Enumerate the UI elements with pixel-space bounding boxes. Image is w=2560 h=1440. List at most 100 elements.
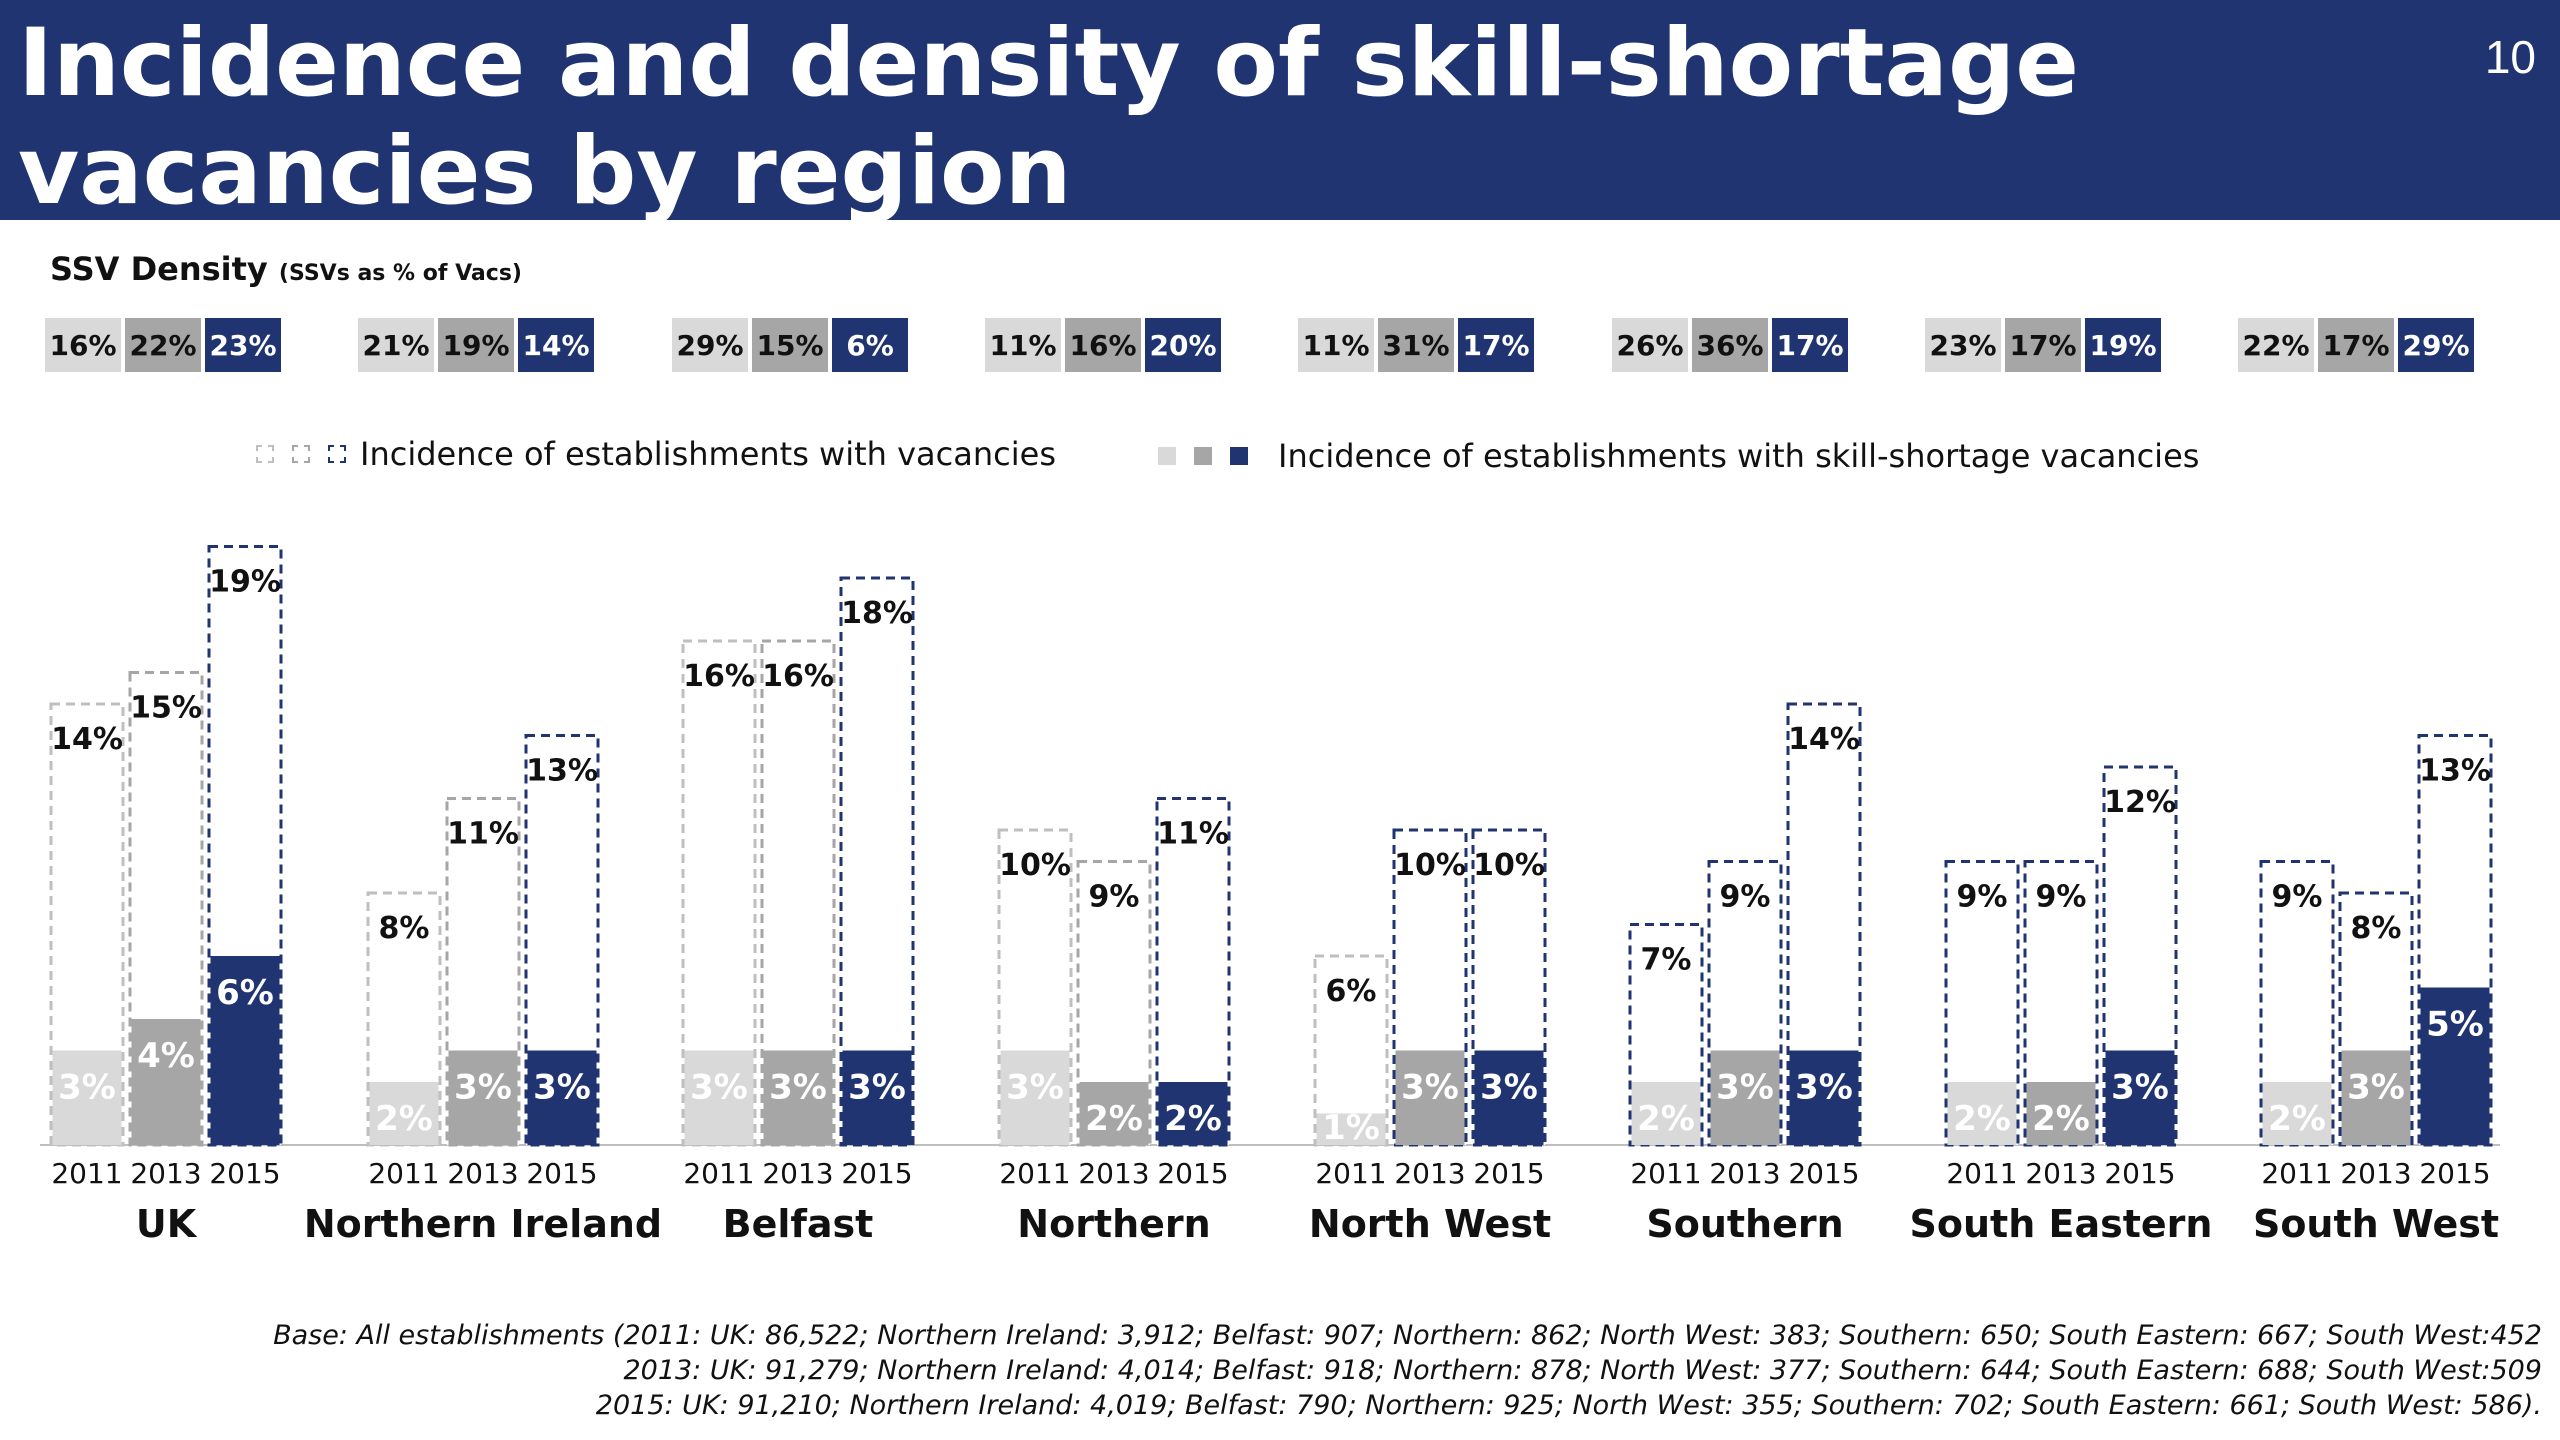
density-box-7-2013: 17% [2005,318,2081,372]
vacancy-label: 8% [379,911,430,946]
ssv-bar-belfast-2013 [763,1050,833,1145]
density-box-1-2011: 16% [45,318,121,372]
ssv-bar-northern-2013 [1079,1082,1149,1145]
ssv-bar-southern-2011 [1631,1082,1701,1145]
year-tick-label: 2011 [683,1157,754,1190]
legend-ssv: Incidence of establishments with skill-s… [1158,434,2199,478]
ssv-label: 3% [1716,1068,1774,1108]
ssv-bar-southern-2015 [1789,1050,1859,1145]
ssv-bar-northern-2011 [1000,1050,1070,1145]
year-tick-label: 2011 [1630,1157,1701,1190]
legend-swatch-2015-outline [328,445,346,463]
category-label: South West [2253,1202,2499,1246]
ssv-label: 2% [1637,1099,1695,1139]
ssv-bar-north-west-2013 [1395,1050,1465,1145]
vacancy-label: 10% [1473,848,1545,883]
ssv-bar-south-eastern-2015 [2105,1050,2175,1145]
bar-chart: 14% 3% 2011 15% 4% 2013 19% 6% 2015 UK 8% 2% 2011 11%… [40,545,2500,1246]
year-tick-label: 2013 [2340,1157,2411,1190]
ssv-label: 2% [1953,1099,2011,1139]
legend-ssv-label: Incidence of establishments with skill-s… [1278,437,2200,475]
ssv-bar-south-eastern-2013 [2026,1082,2096,1145]
ssv-label: 6% [216,973,274,1013]
ssv-label: 2% [1085,1099,1143,1139]
vacancy-label: 16% [683,659,755,694]
density-box-7-2011: 23% [1925,318,2001,372]
vacancy-label: 15% [130,691,202,726]
density-box-4-2011: 11% [985,318,1061,372]
category-label: Northern [1017,1202,1210,1246]
ssv-label: 3% [454,1068,512,1108]
density-box-4-2013: 16% [1065,318,1141,372]
vacancy-label: 14% [51,722,123,757]
density-box-4-2015: 20% [1145,318,1221,372]
year-tick-label: 2015 [2419,1157,2490,1190]
year-tick-label: 2013 [1394,1157,1465,1190]
vacancy-label: 9% [1957,880,2008,915]
year-tick-label: 2013 [130,1157,201,1190]
ssv-label: 2% [1164,1099,1222,1139]
ssv-bar-northern-ireland-2013 [448,1050,518,1145]
year-tick-label: 2015 [2104,1157,2175,1190]
density-box-5-2011: 11% [1298,318,1374,372]
density-box-3-2015: 6% [832,318,908,372]
ssv-label: 3% [2347,1068,2405,1108]
density-box-1-2013: 22% [125,318,201,372]
ssv-label: 3% [769,1068,827,1108]
density-label: SSV Density (SSVs as % of Vacs) [50,250,522,288]
year-tick-label: 2015 [1788,1157,1859,1190]
year-tick-label: 2013 [762,1157,833,1190]
ssv-bar-uk-2013 [131,1019,201,1145]
year-tick-label: 2013 [2025,1157,2096,1190]
category-label: North West [1309,1202,1551,1246]
ssv-label: 3% [690,1068,748,1108]
vacancy-label: 9% [2036,880,2087,915]
year-tick-label: 2013 [1078,1157,1149,1190]
legend-vacancies: Incidence of establishments with vacanci… [256,432,1056,476]
ssv-bar-belfast-2015 [842,1050,912,1145]
ssv-label: 3% [1006,1068,1064,1108]
footnote: Base: All establishments (2011: UK: 86,5… [273,1318,2542,1423]
ssv-label: 3% [1795,1068,1853,1108]
vacancy-label: 12% [2104,785,2176,820]
ssv-bar-uk-2015 [210,956,280,1145]
ssv-bar-north-west-2015 [1474,1050,1544,1145]
footnote-line-1: Base: All establishments (2011: UK: 86,5… [273,1320,2542,1351]
vacancy-label: 6% [1326,974,1377,1009]
ssv-bar-south-west-2015 [2420,987,2490,1145]
density-box-7-2015: 19% [2085,318,2161,372]
ssv-bar-northern-ireland-2015 [527,1050,597,1145]
vacancy-label: 9% [1720,880,1771,915]
legend-swatch-2013-fill [1194,447,1212,465]
vacancy-label: 14% [1788,722,1860,757]
ssv-bar-northern-ireland-2011 [369,1082,439,1145]
year-tick-label: 2015 [526,1157,597,1190]
legend-swatch-2015-fill [1230,447,1248,465]
ssv-bar-belfast-2011 [684,1050,754,1145]
year-tick-label: 2015 [209,1157,280,1190]
year-tick-label: 2011 [1946,1157,2017,1190]
vacancy-label: 10% [1394,848,1466,883]
vacancy-label: 8% [2351,911,2402,946]
footnote-line-3: 2015: UK: 91,210; Northern Ireland: 4,01… [595,1390,2542,1421]
category-label: Southern [1646,1202,1843,1246]
category-label: Northern Ireland [304,1202,662,1246]
density-box-2-2015: 14% [518,318,594,372]
density-boxes: 16% 22% 23% 21% 19% 14% 29% 15% 6% 11% 16% 20% 11% 31… [0,318,2560,374]
footnote-line-2: 2013: UK: 91,279; Northern Ireland: 4,01… [623,1355,2542,1386]
year-tick-label: 2011 [1315,1157,1386,1190]
density-box-8-2015: 29% [2398,318,2474,372]
year-tick-label: 2015 [841,1157,912,1190]
vacancy-label: 13% [2419,754,2491,789]
vacancy-label: 11% [447,817,519,852]
ssv-bar-north-west-2011 [1316,1113,1386,1145]
density-box-8-2013: 17% [2318,318,2394,372]
ssv-label: 3% [1401,1068,1459,1108]
vacancy-label: 7% [1641,943,1692,978]
density-label-small: (SSVs as % of Vacs) [278,261,522,286]
vacancy-label: 19% [209,565,281,600]
legend-vacancies-label: Incidence of establishments with vacanci… [360,435,1056,473]
ssv-label: 2% [375,1099,433,1139]
category-label: South Eastern [1910,1202,2213,1246]
vacancy-label: 11% [1157,817,1229,852]
